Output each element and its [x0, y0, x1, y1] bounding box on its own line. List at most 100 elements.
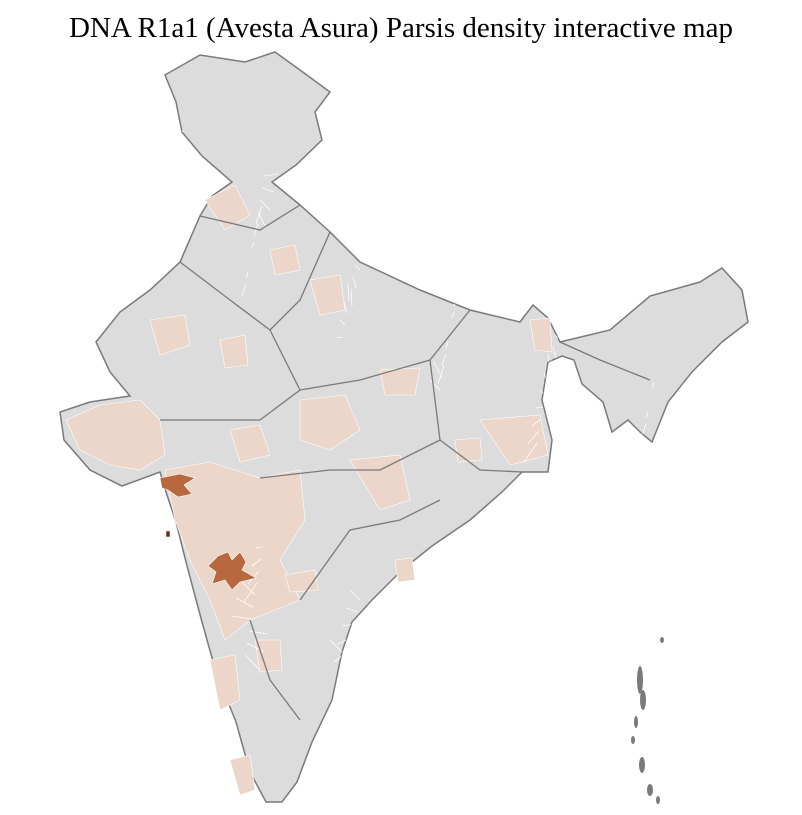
- low-density-district[interactable]: [65, 399, 166, 471]
- district-border: [141, 553, 157, 557]
- district-border: [350, 288, 353, 307]
- district-border: [429, 379, 441, 391]
- district-border: [727, 500, 740, 515]
- low-density-district[interactable]: [349, 454, 411, 511]
- low-density-district[interactable]: [379, 367, 421, 396]
- district-border: [356, 251, 365, 254]
- district-border: [253, 223, 259, 237]
- district-border: [129, 569, 151, 591]
- district-border: [152, 206, 157, 219]
- district-border: [164, 134, 181, 151]
- district-border: [149, 519, 161, 531]
- district-border: [719, 509, 736, 526]
- district-border: [437, 365, 445, 385]
- district-border: [735, 476, 744, 479]
- district-border: [160, 145, 173, 160]
- district-border: [145, 537, 159, 543]
- district-border: [341, 707, 355, 713]
- district-border: [446, 712, 465, 723]
- low-density-district[interactable]: [529, 317, 553, 353]
- state-border: [199, 204, 301, 231]
- district-border: [431, 685, 452, 690]
- district-border: [535, 406, 544, 409]
- low-density-district[interactable]: [209, 654, 241, 711]
- district-border: [550, 358, 553, 377]
- district-border: [737, 141, 747, 159]
- district-border: [433, 361, 443, 379]
- district-border: [245, 271, 249, 279]
- island: [631, 736, 635, 744]
- district-border: [156, 181, 165, 184]
- district-border: [162, 127, 177, 148]
- district-border: [636, 111, 645, 114]
- district-border: [640, 75, 653, 90]
- district-border: [358, 233, 369, 242]
- district-border: [438, 753, 449, 762]
- district-border: [255, 546, 264, 549]
- low-density-district[interactable]: [219, 334, 249, 369]
- district-border: [251, 558, 262, 567]
- district-border: [248, 630, 269, 635]
- district-border: [733, 153, 739, 167]
- island: [634, 716, 638, 728]
- district-border: [158, 163, 169, 172]
- district-border: [621, 483, 637, 487]
- district-border: [541, 777, 555, 783]
- low-density-district[interactable]: [254, 639, 283, 673]
- high-density-district[interactable]: [207, 551, 257, 591]
- district-border: [345, 675, 363, 685]
- district-border: [255, 205, 263, 225]
- district-border: [739, 129, 748, 141]
- district-border: [335, 336, 344, 339]
- district-border: [347, 283, 350, 302]
- district-border: [147, 213, 150, 232]
- district-border: [543, 763, 559, 767]
- district-border: [642, 57, 657, 78]
- low-density-district[interactable]: [229, 424, 271, 463]
- low-density-district[interactable]: [454, 437, 483, 463]
- island: [656, 796, 660, 804]
- low-density-district[interactable]: [299, 394, 361, 451]
- map-title: DNA R1a1 (Avesta Asura) Parsis density i…: [69, 12, 733, 44]
- low-density-district[interactable]: [479, 414, 549, 466]
- low-density-district[interactable]: [309, 274, 346, 316]
- district-border: [231, 615, 252, 620]
- highest-density-district[interactable]: [165, 530, 171, 538]
- district-border: [435, 667, 454, 678]
- district-border: [154, 194, 161, 201]
- district-border: [243, 582, 258, 603]
- district-border: [343, 301, 348, 314]
- district-border: [451, 311, 455, 319]
- island: [640, 690, 646, 710]
- high-density-districts: [159, 473, 257, 591]
- district-border: [235, 597, 254, 608]
- district-border: [747, 67, 748, 83]
- district-border: [617, 495, 635, 505]
- district-border: [629, 449, 641, 461]
- district-border: [457, 281, 467, 299]
- district-border: [743, 441, 748, 454]
- state-border: [249, 619, 301, 721]
- high-density-district[interactable]: [159, 473, 196, 498]
- district-border: [633, 431, 643, 449]
- district-border: [244, 654, 261, 671]
- low-density-district[interactable]: [149, 314, 191, 356]
- low-density-district[interactable]: [229, 754, 256, 796]
- district-border: [137, 565, 155, 575]
- district-border: [739, 459, 746, 466]
- district-border: [448, 700, 469, 705]
- district-border: [552, 346, 557, 359]
- district-border: [531, 418, 542, 427]
- district-border: [445, 341, 449, 349]
- district-border: [637, 435, 645, 455]
- district-border: [153, 501, 163, 519]
- low-density-district[interactable]: [394, 557, 416, 583]
- district-border: [349, 589, 361, 601]
- state-border: [259, 439, 441, 479]
- district-border: [741, 117, 748, 123]
- low-density-district[interactable]: [269, 244, 301, 276]
- state-border: [429, 359, 523, 473]
- district-border: [645, 411, 649, 419]
- district-border: [239, 579, 256, 596]
